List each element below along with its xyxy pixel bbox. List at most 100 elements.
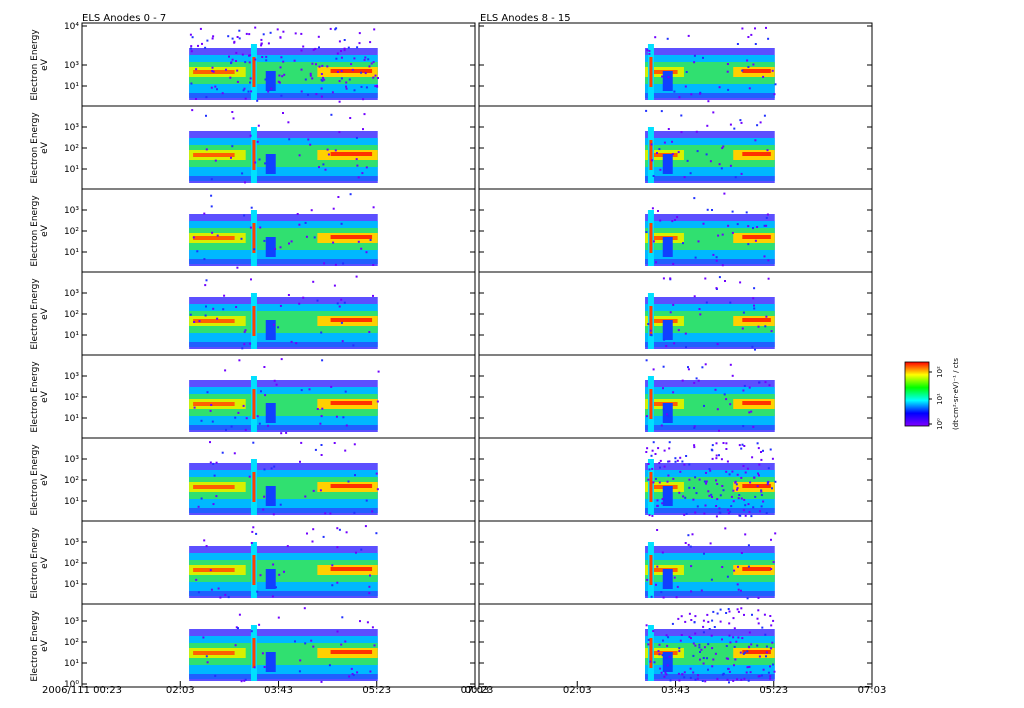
flux-speckle: [740, 589, 742, 592]
flux-speckle: [320, 95, 323, 98]
flux-speckle: [288, 138, 291, 141]
flux-speckle: [754, 27, 756, 30]
flux-speckle: [254, 161, 257, 164]
flux-speckle: [747, 243, 750, 246]
flux-speckle: [248, 475, 251, 478]
flux-speckle: [658, 653, 661, 656]
flux-speckle: [742, 311, 745, 314]
flux-dip: [265, 486, 276, 506]
flux-speckle: [236, 80, 239, 83]
flux-speckle: [260, 38, 263, 41]
spectrogram-panel: 10⁴ 10³ 10¹: [64, 22, 476, 107]
flux-speckle: [759, 121, 762, 124]
y-axis-unit: eV: [40, 224, 50, 237]
flux-speckle: [730, 495, 733, 498]
flux-speckle: [340, 70, 343, 72]
flux-speckle: [696, 505, 699, 508]
flux-speckle: [680, 634, 683, 636]
flux-speckle: [231, 111, 234, 113]
flux-speckle: [205, 96, 208, 99]
flux-speckle: [303, 607, 306, 610]
flux-speckle: [347, 46, 350, 49]
flux-speckle: [657, 650, 660, 653]
flux-band-red: [742, 567, 771, 571]
flux-speckle: [652, 481, 655, 484]
y-tick-label: 10²: [64, 476, 79, 486]
flux-speckle: [733, 664, 735, 667]
y-axis-label: Electron Energy: [30, 29, 40, 101]
flux-speckle: [772, 619, 775, 622]
flux-spike-core: [252, 223, 256, 253]
flux-speckle: [703, 404, 705, 407]
flux-speckle: [679, 639, 682, 642]
flux-speckle: [721, 264, 724, 267]
flux-speckle: [372, 61, 375, 64]
flux-speckle: [345, 87, 348, 90]
flux-speckle: [681, 379, 684, 382]
flux-speckle: [766, 481, 769, 484]
flux-speckle: [706, 657, 708, 660]
flux-speckle: [365, 166, 368, 169]
flux-speckle: [718, 429, 720, 432]
flux-speckle: [646, 578, 649, 581]
flux-speckle: [200, 497, 203, 500]
flux-speckle: [661, 654, 664, 657]
flux-speckle: [749, 481, 752, 484]
flux-speckle: [729, 123, 732, 126]
flux-spike-core: [649, 638, 653, 668]
flux-speckle: [320, 87, 323, 90]
flux-speckle: [353, 443, 356, 446]
flux-speckle: [248, 54, 250, 57]
flux-speckle: [742, 389, 745, 392]
flux-band-low: [189, 425, 378, 430]
flux-speckle: [255, 532, 258, 535]
spectrogram-panel: 10³ 10² 10¹: [64, 354, 476, 439]
flux-dip: [662, 154, 673, 174]
flux-speckle: [340, 222, 343, 225]
flux-speckle: [258, 623, 261, 626]
flux-speckle: [349, 117, 352, 119]
flux-speckle: [209, 441, 211, 444]
flux-speckle: [212, 503, 215, 506]
flux-speckle: [736, 608, 739, 611]
flux-speckle: [747, 544, 750, 547]
y-tick-label: 10³: [64, 123, 79, 133]
flux-speckle: [651, 514, 654, 517]
flux-band-red: [330, 69, 373, 73]
flux-speckle: [345, 531, 348, 534]
flux-speckle: [719, 620, 722, 623]
flux-speckle: [331, 564, 334, 567]
flux-speckle: [666, 37, 669, 40]
flux-speckle: [771, 69, 774, 72]
flux-speckle: [235, 626, 238, 629]
flux-speckle: [256, 590, 259, 593]
flux-speckle: [377, 77, 379, 79]
flux-speckle: [760, 458, 763, 461]
flux-speckle: [344, 449, 347, 452]
flux-dip: [265, 569, 276, 589]
flux-speckle: [686, 159, 689, 162]
flux-speckle: [215, 495, 218, 498]
flux-speckle: [270, 467, 273, 470]
flux-speckle: [657, 447, 660, 450]
flux-speckle: [715, 454, 718, 457]
y-tick-label: 10¹: [64, 497, 79, 507]
flux-speckle: [671, 140, 673, 143]
flux-speckle: [735, 483, 738, 486]
flux-speckle: [747, 565, 750, 568]
flux-speckle: [338, 80, 341, 83]
flux-speckle: [696, 677, 699, 680]
flux-speckle: [312, 280, 315, 283]
flux-speckle: [739, 119, 742, 122]
flux-speckle: [760, 505, 763, 508]
flux-speckle: [210, 588, 213, 591]
spectrogram-panel: 10³ 10² 10¹: [64, 105, 476, 190]
flux-band-red: [330, 235, 373, 239]
flux-speckle: [660, 424, 663, 427]
flux-speckle: [699, 92, 701, 95]
flux-speckle: [312, 645, 315, 648]
flux-speckle: [370, 62, 373, 65]
flux-speckle: [277, 326, 280, 329]
flux-speckle: [746, 597, 749, 600]
